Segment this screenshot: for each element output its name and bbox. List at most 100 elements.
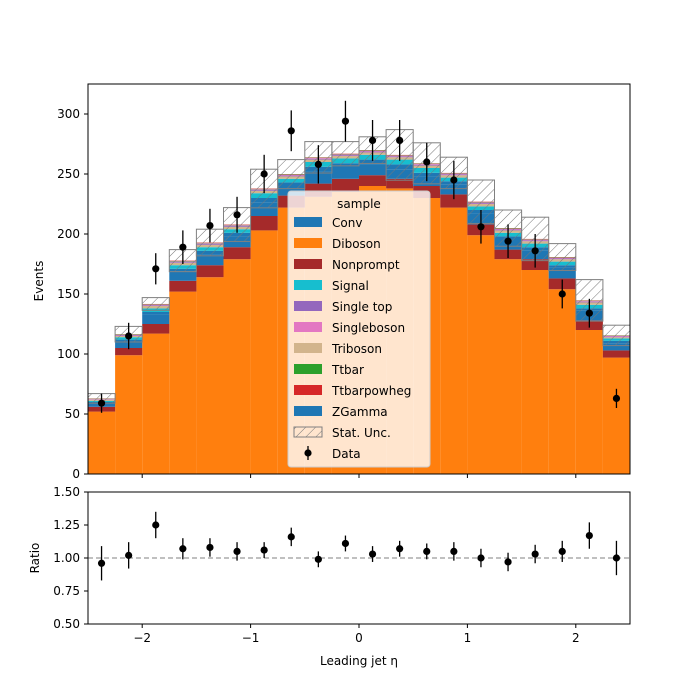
data-point bbox=[531, 247, 539, 255]
legend-data-marker bbox=[304, 449, 312, 457]
data-point bbox=[97, 399, 106, 407]
data-point bbox=[450, 176, 458, 184]
data-point bbox=[612, 394, 621, 402]
bar-diboson bbox=[494, 259, 522, 474]
bar-nonprompt bbox=[602, 350, 630, 358]
legend-swatch bbox=[294, 259, 322, 269]
legend-label: Data bbox=[332, 447, 361, 461]
data-point bbox=[341, 117, 350, 125]
ratio-point bbox=[423, 547, 431, 556]
stat-unc-bin bbox=[141, 297, 170, 311]
ratio-x-axis: −2 −1 0 1 2 bbox=[133, 624, 580, 645]
main-y-axis: 0 50 100 150 200 250 300 bbox=[57, 107, 88, 481]
x-tick-label: −2 bbox=[133, 631, 151, 645]
ratio-point bbox=[125, 551, 133, 559]
bar-nonprompt bbox=[115, 348, 143, 356]
bar-nonprompt bbox=[440, 194, 468, 208]
ratio-point bbox=[97, 559, 106, 567]
bar-diboson bbox=[521, 270, 549, 474]
legend-label: Stat. Unc. bbox=[332, 426, 391, 440]
ratio-points bbox=[97, 511, 621, 581]
legend-label: Diboson bbox=[332, 237, 381, 251]
bar-zgamma bbox=[142, 314, 170, 324]
stat-unc-bin bbox=[277, 159, 306, 190]
x-tick-label: 0 bbox=[355, 631, 363, 645]
y-tick-label: 100 bbox=[57, 347, 80, 361]
bar-zgamma bbox=[331, 168, 359, 179]
bar-diboson bbox=[88, 411, 116, 474]
legend-label: Triboson bbox=[331, 342, 382, 356]
ratio-point bbox=[314, 555, 322, 563]
main-y-axis-label: Events bbox=[32, 261, 46, 302]
legend-box bbox=[287, 190, 431, 468]
bar-diboson bbox=[169, 291, 197, 474]
stat-unc-bin bbox=[548, 243, 577, 271]
y-tick-label: 300 bbox=[57, 107, 80, 121]
ratio-point bbox=[450, 547, 458, 556]
ratio-point bbox=[152, 521, 160, 529]
data-point bbox=[233, 211, 241, 219]
bar-zgamma bbox=[548, 267, 576, 279]
data-point bbox=[504, 237, 512, 245]
ratio-point bbox=[477, 554, 485, 562]
bar-diboson bbox=[575, 330, 603, 474]
ratio-point bbox=[233, 547, 241, 556]
legend-label: Signal bbox=[332, 279, 369, 293]
ratio-y-tick-label: 1.00 bbox=[53, 551, 80, 565]
legend-swatch bbox=[294, 322, 322, 332]
bar-diboson bbox=[602, 357, 630, 474]
x-tick-label: −1 bbox=[242, 631, 260, 645]
data-point bbox=[287, 127, 295, 135]
ratio-plot-frame bbox=[87, 491, 631, 625]
bar-diboson bbox=[142, 333, 170, 474]
data-point bbox=[260, 170, 268, 178]
ratio-point bbox=[341, 539, 350, 548]
legend-label: Ttbar bbox=[331, 363, 364, 377]
legend-label: Singleboson bbox=[332, 321, 405, 335]
legend-swatch-stat-unc bbox=[293, 426, 323, 438]
bar-diboson bbox=[115, 355, 143, 474]
ratio-point bbox=[396, 545, 404, 553]
data-points bbox=[97, 100, 621, 413]
legend-swatch bbox=[294, 301, 322, 311]
ratio-point bbox=[612, 554, 621, 562]
data-point bbox=[179, 243, 187, 251]
y-tick-label: 0 bbox=[72, 467, 80, 481]
ratio-point bbox=[260, 546, 268, 554]
bar-conv bbox=[142, 312, 170, 315]
legend-swatch bbox=[294, 343, 322, 353]
y-tick-label: 200 bbox=[57, 227, 80, 241]
stat-unc-bin bbox=[602, 324, 631, 347]
bar-nonprompt bbox=[142, 324, 170, 334]
legend-swatch bbox=[294, 280, 322, 290]
bar-nonprompt bbox=[223, 247, 251, 260]
legend-label: ZGamma bbox=[332, 405, 388, 419]
stat-unc-bin bbox=[331, 141, 360, 167]
bar-nonprompt bbox=[359, 175, 387, 186]
bar-nonprompt bbox=[386, 178, 414, 189]
bar-diboson bbox=[548, 289, 576, 474]
data-point bbox=[396, 136, 404, 144]
data-point bbox=[125, 332, 133, 340]
x-tick-label: 1 bbox=[464, 631, 472, 645]
legend-label: Ttbarpowheg bbox=[331, 384, 411, 398]
legend-swatch bbox=[294, 385, 322, 395]
legend-title: sample bbox=[337, 197, 381, 211]
ratio-point bbox=[179, 545, 187, 553]
data-point bbox=[368, 136, 377, 144]
ratio-y-tick-label: 0.50 bbox=[53, 617, 80, 631]
legend-items: Conv Diboson Nonprompt Signal Single top Sing… bbox=[293, 216, 411, 461]
legend-swatch bbox=[294, 406, 322, 416]
ratio-point bbox=[504, 558, 512, 566]
bar-nonprompt bbox=[331, 178, 359, 192]
main-plot-frame bbox=[87, 83, 631, 475]
x-axis-label: Leading jet η bbox=[320, 654, 398, 668]
ratio-panel: 0.50 0.75 1.00 1.25 1.50 −2 −1 0 1 2 Ratio Leadi… bbox=[28, 485, 631, 668]
legend-swatch bbox=[294, 364, 322, 374]
ratio-point bbox=[368, 550, 377, 558]
ratio-y-axis-label: Ratio bbox=[28, 543, 42, 574]
legend-swatch bbox=[294, 238, 322, 248]
ratio-y-tick-label: 1.50 bbox=[53, 485, 80, 499]
bar-zgamma bbox=[196, 254, 224, 266]
legend-label: Single top bbox=[332, 300, 392, 314]
